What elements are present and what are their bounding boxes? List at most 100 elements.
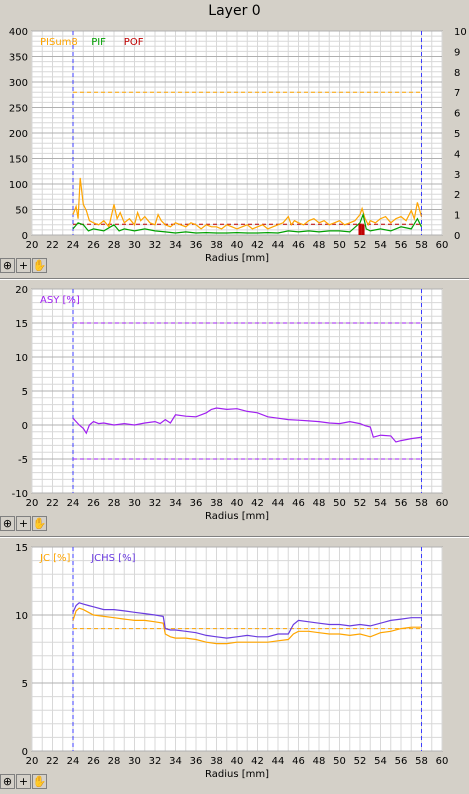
x-tick-label: 32 [149,240,162,251]
window-title: Layer 0 [208,3,261,19]
x-tick-label: 42 [251,240,264,251]
series-line [72,212,423,234]
x-tick-label: 20 [26,756,39,767]
zoom-icon[interactable]: ⊕ [0,774,15,789]
y-tick-label: 0 [22,421,28,432]
x-tick-label: 60 [436,498,449,509]
y-tick-label: 5 [22,679,28,690]
x-tick-label: 20 [26,498,39,509]
legend-entry: PISum8 [40,37,78,48]
x-tick-label: 34 [169,756,182,767]
y-tick-label: 50 [15,206,28,217]
chart-panel-asy: -10 -5 0 5 10 15 20 20 22 24 26 28 30 32 34 36 38 40 42 44 4… [0,280,469,536]
x-axis-label: Radius [mm] [205,253,269,264]
x-tick-label: 56 [395,756,408,767]
y-tick-label: 15 [15,319,28,330]
zoom-icon[interactable]: ⊕ [0,516,15,531]
legend-entry: JCHS [%] [90,553,135,564]
x-tick-label: 50 [333,240,346,251]
x-tick-label: 50 [333,498,346,509]
crosshair-icon[interactable]: + [16,258,31,273]
y-tick-label: 15 [15,543,28,554]
y2-tick-label: 6 [454,109,460,120]
x-tick-label: 22 [46,240,59,251]
x-tick-label: 42 [251,756,264,767]
x-tick-label: 60 [436,240,449,251]
y-tick-label: 200 [9,129,28,140]
x-tick-label: 36 [190,756,203,767]
x-tick-label: 40 [231,498,244,509]
x-tick-label: 56 [395,498,408,509]
hand-pan-icon[interactable]: ✋ [32,774,47,789]
x-tick-label: 30 [128,498,141,509]
y2-tick-label: 3 [454,170,460,181]
x-tick-label: 24 [67,756,80,767]
y-tick-label: 100 [9,180,28,191]
legend-entry: ASY [%] [40,295,80,306]
x-tick-label: 32 [149,498,162,509]
y2-tick-label: 1 [454,211,460,222]
y-tick-label: 10 [15,611,28,622]
x-tick-label: 38 [210,498,223,509]
y-tick-label: 300 [9,78,28,89]
x-tick-label: 34 [169,240,182,251]
x-tick-label: 48 [313,240,326,251]
x-tick-label: 52 [354,756,367,767]
x-tick-label: 40 [231,240,244,251]
panel-divider [0,536,469,538]
x-tick-label: 58 [415,240,428,251]
x-tick-label: 22 [46,756,59,767]
x-tick-label: 24 [67,498,80,509]
x-tick-label: 54 [374,756,387,767]
x-tick-label: 44 [272,498,285,509]
x-tick-label: 40 [231,756,244,767]
x-axis-label: Radius [mm] [205,769,269,780]
x-tick-label: 20 [26,240,39,251]
x-tick-label: 30 [128,756,141,767]
panel-divider [0,278,469,280]
x-tick-label: 44 [272,756,285,767]
hand-pan-icon[interactable]: ✋ [32,258,47,273]
y2-tick-label: 0 [454,231,460,242]
x-tick-label: 58 [415,756,428,767]
x-tick-label: 22 [46,498,59,509]
jitter-chart: 0 5 10 15 20 22 24 26 28 30 32 34 36 38 40 42 44 46 48 50 52… [15,543,449,780]
x-tick-label: 48 [313,498,326,509]
x-tick-label: 60 [436,756,449,767]
x-tick-label: 28 [108,756,121,767]
hand-pan-icon[interactable]: ✋ [32,516,47,531]
y2-tick-label: 4 [454,149,460,160]
y2-tick-label: 10 [454,27,467,38]
x-tick-label: 38 [210,756,223,767]
series-line [72,177,423,230]
crosshair-icon[interactable]: + [16,516,31,531]
series-line [72,407,422,443]
x-tick-label: 26 [87,756,100,767]
zoom-icon[interactable]: ⊕ [0,258,15,273]
y-tick-label: 0 [22,747,28,758]
x-tick-label: 46 [292,498,305,509]
y-tick-label: 150 [9,155,28,166]
x-tick-label: 52 [354,498,367,509]
y2-tick-label: 8 [454,68,460,79]
legend-entry: JC [%] [39,553,71,564]
x-tick-label: 42 [251,498,264,509]
x-tick-label: 54 [374,240,387,251]
x-tick-label: 46 [292,756,305,767]
series-line [72,607,422,645]
y-tick-label: 350 [9,53,28,64]
series-line [72,602,422,639]
x-tick-label: 44 [272,240,285,251]
pof-bar [358,223,362,235]
crosshair-icon[interactable]: + [16,774,31,789]
y-tick-label: 0 [22,231,28,242]
y2-tick-label: 9 [454,47,460,58]
legend-entry: POF [124,37,144,48]
x-tick-label: 38 [210,240,223,251]
chart-panel-pi: 0 50 100 150 200 250 300 350 400 0 1 2 3 4 5 6 7 8 9 10 20 22… [0,22,469,278]
y2-tick-label: 7 [454,88,460,99]
y2-tick-label: 2 [454,190,460,201]
x-tick-label: 58 [415,498,428,509]
y-tick-label: 20 [15,285,28,296]
